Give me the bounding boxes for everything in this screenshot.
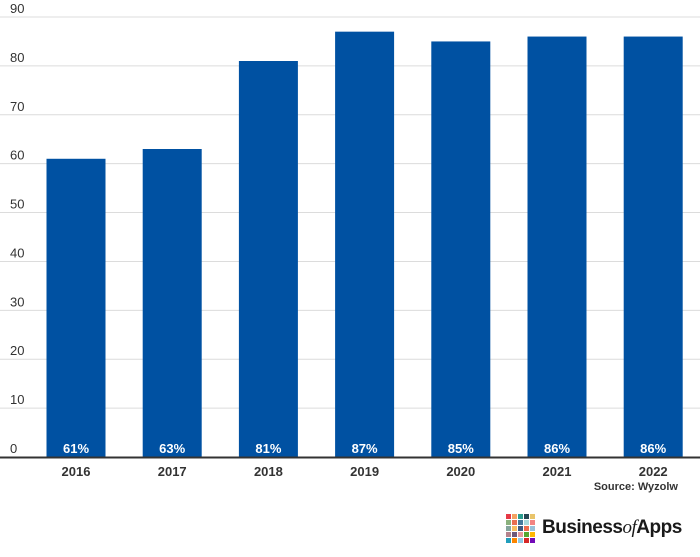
bar bbox=[431, 41, 491, 457]
logo-wordmark: BusinessofApps bbox=[542, 517, 682, 539]
logo-tile bbox=[518, 531, 523, 537]
y-tick-label: 0 bbox=[10, 441, 17, 456]
logo-tile bbox=[524, 531, 529, 537]
x-tick-label: 2018 bbox=[254, 464, 283, 479]
logo-tile bbox=[530, 537, 535, 543]
logo-tile bbox=[506, 525, 511, 531]
bar bbox=[238, 61, 298, 457]
x-tick-label: 2022 bbox=[639, 464, 668, 479]
logo-tile bbox=[530, 531, 535, 537]
y-tick-label: 50 bbox=[10, 197, 24, 212]
logo-tile bbox=[506, 531, 511, 537]
data-label: 86% bbox=[544, 441, 570, 456]
businessofapps-logo: BusinessofApps bbox=[506, 512, 682, 544]
data-label: 86% bbox=[640, 441, 666, 456]
logo-tile bbox=[512, 519, 517, 525]
data-label: 61% bbox=[63, 441, 89, 456]
bar bbox=[527, 36, 587, 458]
logo-tile bbox=[524, 513, 529, 519]
logo-mosaic-icon bbox=[506, 513, 535, 543]
bar bbox=[46, 158, 106, 457]
logo-tile bbox=[524, 525, 529, 531]
y-tick-label: 40 bbox=[10, 245, 24, 260]
logo-tile bbox=[530, 525, 535, 531]
logo-tile bbox=[506, 513, 511, 519]
logo-word-business: Business bbox=[542, 517, 623, 538]
y-tick-label: 60 bbox=[10, 148, 24, 163]
logo-tile bbox=[518, 525, 523, 531]
x-tick-label: 2016 bbox=[62, 464, 91, 479]
logo-tile bbox=[518, 513, 523, 519]
logo-tile bbox=[518, 537, 523, 543]
logo-tile bbox=[512, 537, 517, 543]
logo-tile bbox=[524, 537, 529, 543]
data-label: 63% bbox=[159, 441, 185, 456]
logo-tile bbox=[518, 519, 523, 525]
bar bbox=[142, 149, 202, 457]
y-tick-label: 80 bbox=[10, 50, 24, 65]
logo-word-of: of bbox=[622, 517, 637, 538]
logo-tile bbox=[530, 519, 535, 525]
logo-tile bbox=[524, 519, 529, 525]
bar bbox=[623, 36, 683, 458]
logo-tile bbox=[512, 525, 517, 531]
data-label: 81% bbox=[255, 441, 281, 456]
y-tick-label: 90 bbox=[10, 1, 24, 16]
x-tick-label: 2019 bbox=[350, 464, 379, 479]
x-tick-label: 2017 bbox=[158, 464, 187, 479]
logo-tile bbox=[512, 513, 517, 519]
logo-word-apps: Apps bbox=[636, 517, 682, 538]
y-tick-label: 20 bbox=[10, 343, 24, 358]
logo-tile bbox=[506, 537, 511, 543]
logo-tile bbox=[506, 519, 511, 525]
bar bbox=[335, 31, 395, 458]
data-label: 85% bbox=[448, 441, 474, 456]
data-label: 87% bbox=[352, 441, 378, 456]
y-tick-label: 10 bbox=[10, 392, 24, 407]
x-tick-label: 2021 bbox=[543, 464, 572, 479]
x-tick-label: 2020 bbox=[446, 464, 475, 479]
logo-tile bbox=[512, 531, 517, 537]
logo-tile bbox=[530, 513, 535, 519]
y-tick-label: 30 bbox=[10, 294, 24, 309]
source-note: Source: Wyzolw bbox=[593, 481, 678, 493]
y-tick-label: 70 bbox=[10, 99, 24, 114]
